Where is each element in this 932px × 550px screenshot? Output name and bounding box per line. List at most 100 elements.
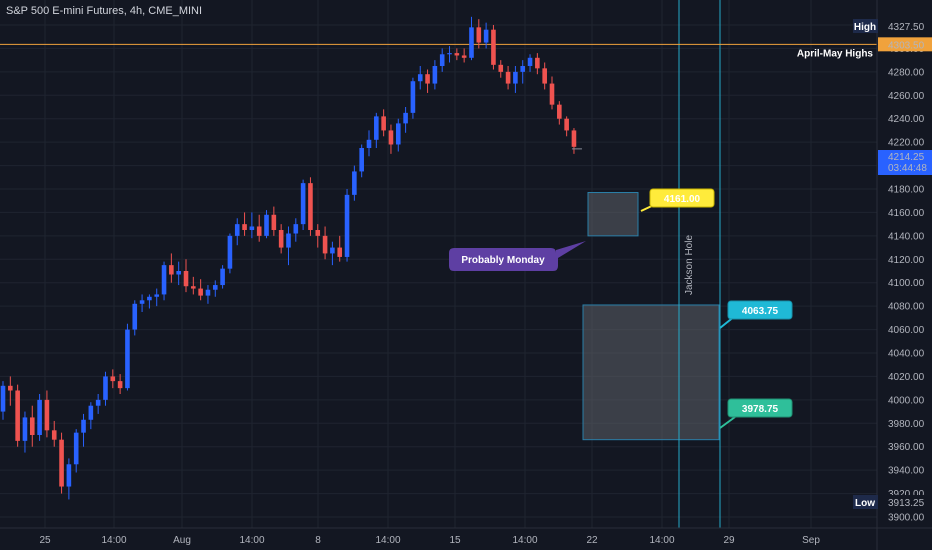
y-tick-label: 3940.00: [888, 466, 925, 477]
candle-body: [212, 285, 218, 290]
candle-body: [308, 183, 313, 230]
x-tick-label: 14:00: [101, 535, 126, 546]
candle-body: [220, 268, 225, 286]
candle-body: [125, 329, 130, 389]
callout-box-4063: [727, 300, 793, 320]
candle-body: [234, 224, 240, 236]
candle-body: [417, 74, 423, 82]
candle-body: [249, 226, 255, 230]
y-tick-label: 4160.00: [888, 208, 925, 219]
candle-body: [359, 148, 364, 172]
x-tick-label: 22: [586, 535, 598, 546]
candle-body: [432, 66, 438, 84]
callout-text-4063: 4063.75: [742, 306, 779, 317]
candle-body: [191, 286, 196, 289]
y-tick-label: 4260.00: [888, 91, 925, 102]
candle-body: [95, 399, 101, 406]
candle-body: [161, 265, 167, 295]
candle-body: [469, 27, 474, 58]
candle-body: [520, 66, 526, 72]
candle-body: [381, 116, 386, 131]
candle-body: [403, 112, 408, 124]
candle-body: [29, 417, 35, 435]
candle-body: [476, 27, 482, 43]
candle-body: [564, 118, 569, 131]
candle-body: [271, 214, 277, 230]
callout-box-4161: [649, 188, 715, 208]
y-tick-label: 4120.00: [888, 255, 925, 266]
candle-body: [293, 224, 299, 234]
y-tick-label: 3920.00: [888, 489, 925, 500]
zones: [582, 192, 720, 441]
vertical-lines: Jackson Hole: [678, 0, 721, 528]
candles: [0, 16, 582, 500]
price-zone: [587, 192, 639, 237]
y-tick-label: 4240.00: [888, 114, 925, 125]
y-tick-label: 4220.00: [888, 138, 925, 149]
candle-body: [44, 399, 50, 431]
candle-body: [37, 399, 42, 435]
grid-lines: [0, 0, 877, 528]
candle-body: [51, 430, 57, 440]
candle-body: [425, 74, 430, 84]
candle-body: [139, 300, 145, 304]
candle-body: [388, 130, 394, 145]
horizontal-line: April-May Highs: [0, 43, 877, 59]
candle-body: [300, 183, 306, 225]
y-tick-label: 4080.00: [888, 302, 925, 313]
y-tick-label: 4020.00: [888, 372, 925, 383]
candle-body: [395, 123, 401, 145]
candle-body: [374, 116, 379, 140]
y-tick-label: 3980.00: [888, 419, 925, 430]
candle-body: [571, 130, 577, 147]
high-tag: [853, 19, 878, 33]
candle-body: [344, 194, 350, 257]
callout-box-3978: [727, 398, 793, 418]
candle-body: [198, 288, 203, 296]
current-price-value: 4214.25: [888, 152, 925, 163]
candle-body: [15, 390, 20, 441]
y-tick-label: 4040.00: [888, 349, 925, 360]
candle-body: [483, 29, 489, 43]
x-tick-label: 8: [315, 535, 321, 546]
x-tick-label: Aug: [173, 535, 191, 546]
time-axis[interactable]: [0, 528, 932, 550]
y-tick-label: 4140.00: [888, 231, 925, 242]
candle-body: [505, 71, 511, 84]
callouts: 4161.00 4063.75 3978.75 Probably Monday: [449, 188, 793, 429]
candle-body: [81, 419, 86, 433]
april-may-highs-price-tag: [878, 37, 932, 52]
candle-body: [454, 53, 460, 56]
y-tick-label: 4060.00: [888, 325, 925, 336]
candle-body: [535, 57, 540, 69]
callout-text-3978: 3978.75: [742, 404, 779, 415]
candle-body: [59, 439, 64, 487]
candle-body: [183, 271, 189, 287]
candle-body: [322, 235, 328, 254]
low-value-bg: [879, 495, 931, 509]
y-tick-label: 3900.00: [888, 513, 925, 524]
y-tick-label: 4000.00: [888, 395, 925, 406]
probably-monday-bubble: [449, 241, 586, 271]
candle-body: [22, 417, 28, 441]
x-tick-label: 14:00: [239, 535, 264, 546]
price-axis[interactable]: [877, 0, 932, 528]
candle-body: [513, 71, 518, 84]
x-tick-label: 14:00: [649, 535, 674, 546]
candle-body: [447, 53, 452, 55]
candle-body: [286, 233, 291, 248]
candle-body: [439, 54, 445, 66]
x-tick-label: 29: [723, 535, 735, 546]
candle-body: [132, 303, 138, 330]
y-tick-label: 4180.00: [888, 185, 925, 196]
jackson-hole-label: Jackson Hole: [684, 235, 695, 295]
candle-body: [169, 265, 174, 275]
candle-body: [410, 81, 416, 113]
candle-body: [256, 226, 262, 236]
candle-body: [103, 376, 108, 400]
april-may-highs-label: April-May Highs: [797, 48, 874, 59]
candle-body: [8, 385, 13, 391]
candle-body: [337, 247, 343, 257]
